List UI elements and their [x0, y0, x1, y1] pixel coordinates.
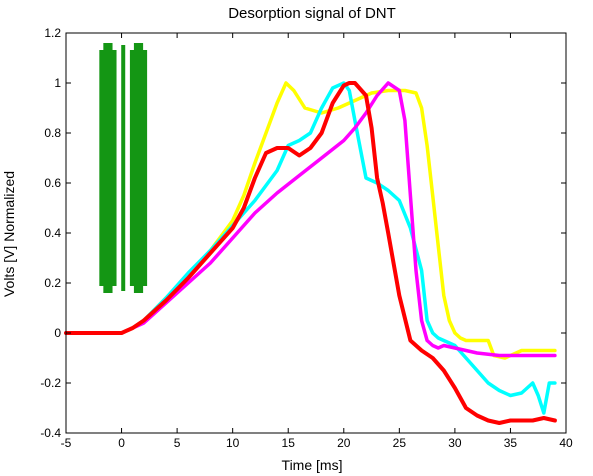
y-tick-label: 0.6: [44, 176, 61, 190]
y-tick-label: 0.4: [44, 226, 61, 240]
x-tick-label: 25: [393, 436, 407, 450]
series-line-4: [64, 81, 557, 425]
y-axis-label: Volts [V] Normalized: [1, 171, 17, 297]
inset-graphic: [99, 43, 148, 293]
y-tick-label: 1.2: [44, 26, 61, 40]
x-tick-label: 35: [504, 436, 518, 450]
x-tick-label: 30: [448, 436, 462, 450]
x-tick-label: 20: [337, 436, 351, 450]
y-tick-label: 0: [54, 326, 61, 340]
x-tick-label: 15: [282, 436, 296, 450]
y-tick-label: 0.8: [44, 126, 61, 140]
tick-layer: -5 0 5 10 15 20 25 30 35 40 -0.4 -0.2 0 0.2 0.4 0.6 0.8 1…: [40, 26, 573, 450]
y-tick-label: -0.4: [40, 426, 61, 440]
electrode-center-wire: [121, 45, 126, 291]
chart-title: Desorption signal of DNT: [228, 5, 396, 22]
series-layer: [64, 81, 557, 425]
electrode-shape: [129, 43, 148, 293]
x-tick-label: 40: [559, 436, 573, 450]
series-line-3: [64, 81, 557, 358]
y-tick-label: 0.2: [44, 276, 61, 290]
x-axis-label: Time [ms]: [282, 457, 343, 473]
x-tick-label: -5: [61, 436, 72, 450]
electrode-shape: [99, 43, 117, 293]
y-tick-label: 1: [54, 76, 61, 90]
y-tick-label: -0.2: [40, 376, 61, 390]
x-tick-label: 5: [174, 436, 181, 450]
x-tick-label: 10: [226, 436, 240, 450]
x-tick-label: 0: [118, 436, 125, 450]
